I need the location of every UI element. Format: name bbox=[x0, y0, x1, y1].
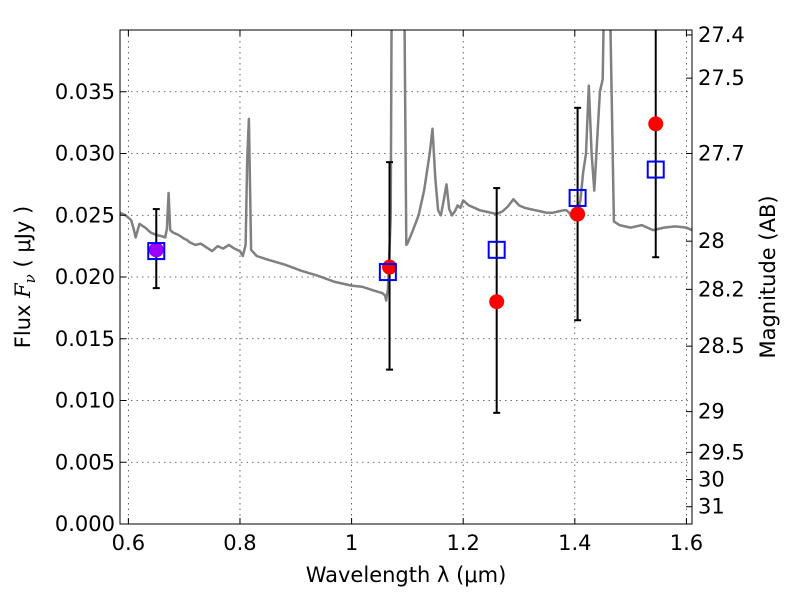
axis-ticks: 0.6 0.8 1 1.2 1.4 1.6 0.000 0.005 0.010 0.015 0.02… bbox=[55, 23, 745, 555]
right-tick-label: 27.4 bbox=[698, 23, 745, 47]
y-tick-label: 0.025 bbox=[55, 203, 115, 227]
y-tick-label: 0.010 bbox=[55, 389, 115, 413]
y-label-subscript: ν bbox=[21, 274, 39, 283]
model-point bbox=[646, 160, 665, 179]
right-tick-label: 28.5 bbox=[698, 334, 745, 358]
right-tick-label: 29.5 bbox=[698, 440, 745, 464]
x-axis-label: Wavelength λ (μm) bbox=[306, 563, 507, 587]
y-tick-label: 0.030 bbox=[55, 142, 115, 166]
y-axis-label-left: Flux Fν ( μJy ) bbox=[11, 206, 39, 348]
x-tick-label: 1.6 bbox=[670, 531, 703, 555]
model-spectrum bbox=[120, 30, 692, 302]
right-tick-label: 28 bbox=[698, 229, 725, 253]
observed-point bbox=[489, 294, 505, 310]
model-point bbox=[568, 188, 587, 207]
y-tick-label: 0.035 bbox=[55, 80, 115, 104]
right-tick-label: 28.2 bbox=[698, 277, 745, 301]
observed-point bbox=[648, 116, 664, 132]
right-tick-label: 27.7 bbox=[698, 142, 745, 166]
spectrum-line bbox=[120, 30, 692, 302]
model-photometry bbox=[147, 160, 665, 282]
y-tick-label: 0.005 bbox=[55, 450, 115, 474]
y-tick-label: 0.015 bbox=[55, 327, 115, 351]
model-point bbox=[378, 263, 397, 282]
right-tick-label: 29 bbox=[698, 400, 725, 424]
x-tick-label: 0.8 bbox=[223, 531, 256, 555]
observed-point bbox=[570, 206, 586, 222]
right-tick-label: 30 bbox=[698, 468, 725, 492]
y-label-suffix: ( μJy ) bbox=[11, 206, 35, 274]
x-tick-label: 0.6 bbox=[112, 531, 145, 555]
x-tick-label: 1 bbox=[345, 531, 358, 555]
observed-point bbox=[148, 242, 164, 258]
x-tick-label: 1.4 bbox=[558, 531, 591, 555]
observed-point bbox=[382, 259, 398, 275]
model-point bbox=[487, 240, 506, 259]
x-tick-label: 1.2 bbox=[446, 531, 479, 555]
y-tick-label: 0.000 bbox=[55, 512, 115, 536]
right-tick-label: 31 bbox=[698, 495, 725, 519]
y-tick-label: 0.020 bbox=[55, 265, 115, 289]
y-axis-label-right: Magnitude (AB) bbox=[756, 195, 780, 358]
right-tick-label: 27.5 bbox=[698, 66, 745, 90]
y-label-prefix: Flux bbox=[11, 298, 35, 348]
model-point bbox=[147, 242, 166, 261]
y-label-symbol: F bbox=[11, 282, 35, 299]
